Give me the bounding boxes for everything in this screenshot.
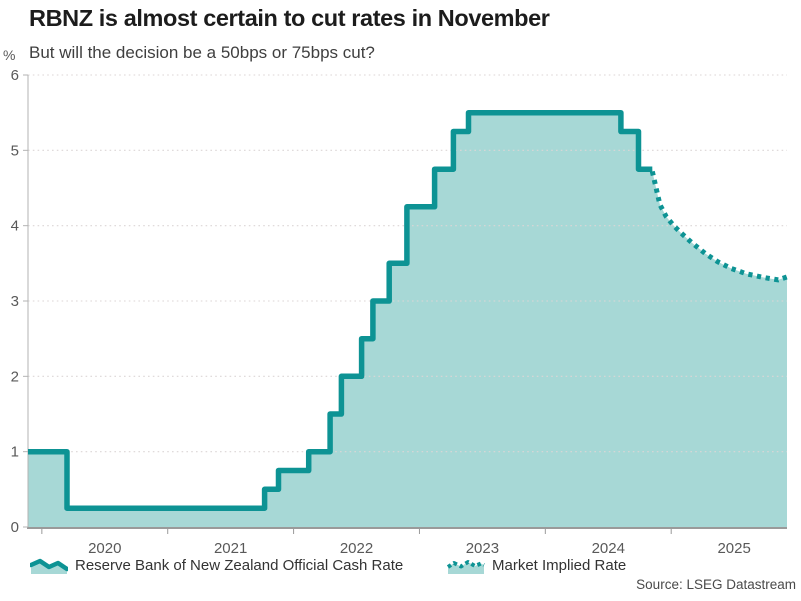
chart-subtitle: But will the decision be a 50bps or 75bp… xyxy=(29,43,375,62)
y-tick-label-6: 6 xyxy=(11,67,19,84)
x-tick-label-2025: 2025 xyxy=(717,540,750,557)
solid-line-legend-icon xyxy=(30,558,68,574)
source-attribution: Source: LSEG Datastream xyxy=(636,577,796,592)
legend: Reserve Bank of New Zealand Official Cas… xyxy=(0,557,801,577)
y-tick-label-0: 0 xyxy=(11,519,19,536)
x-tick-label-2022: 2022 xyxy=(340,540,373,557)
y-tick-label-1: 1 xyxy=(11,444,19,461)
dotted-line-legend-icon xyxy=(447,560,485,574)
legend-item-official-cash-rate: Reserve Bank of New Zealand Official Cas… xyxy=(30,557,403,574)
legend-label-market-implied-rate: Market Implied Rate xyxy=(492,557,627,574)
legend-label-official-cash-rate: Reserve Bank of New Zealand Official Cas… xyxy=(75,557,404,574)
y-tick-label-2: 2 xyxy=(11,368,19,385)
y-tick-label-5: 5 xyxy=(11,142,19,159)
y-tick-label-3: 3 xyxy=(11,293,19,310)
rate-area-fill xyxy=(28,112,787,527)
y-tick-label-4: 4 xyxy=(11,218,19,235)
x-tick-label-2023: 2023 xyxy=(466,540,499,557)
page-title: RBNZ is almost certain to cut rates in N… xyxy=(29,5,550,31)
y-axis-unit-label: % xyxy=(3,47,16,63)
legend-item-market-implied-rate: Market Implied Rate xyxy=(447,557,626,574)
x-tick-label-2024: 2024 xyxy=(592,540,625,557)
x-tick-label-2021: 2021 xyxy=(214,540,247,557)
market-implied-rate-line xyxy=(649,170,788,283)
official-cash-rate-line xyxy=(28,109,653,511)
x-tick-label-2020: 2020 xyxy=(88,540,121,557)
